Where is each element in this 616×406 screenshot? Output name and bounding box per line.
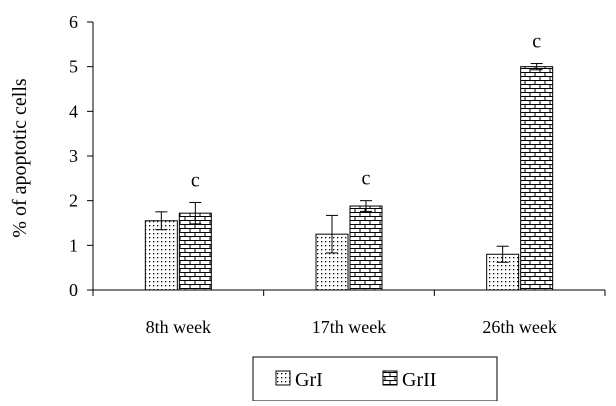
y-tick-label: 0 bbox=[69, 280, 78, 300]
y-axis-label: % of apoptotic cells bbox=[9, 78, 31, 238]
bar-grii bbox=[520, 66, 554, 291]
bar-grii bbox=[178, 212, 212, 291]
bars-group: c c c bbox=[144, 31, 554, 291]
bar-grii bbox=[349, 205, 383, 291]
significance-mark: c bbox=[362, 168, 371, 190]
category-labels: 8th week 17th week 26th week bbox=[146, 317, 557, 337]
bar-gri bbox=[144, 220, 178, 291]
legend-label-gri: GrI bbox=[295, 369, 323, 391]
category-label: 8th week bbox=[146, 317, 211, 337]
significance-mark: c bbox=[532, 31, 541, 53]
legend-label-grii: GrII bbox=[402, 369, 436, 391]
legend: GrI GrII bbox=[252, 356, 498, 402]
legend-swatch-gri bbox=[275, 370, 291, 386]
significance-mark: c bbox=[191, 169, 200, 191]
y-tick-label: 6 bbox=[69, 12, 78, 32]
y-tick-label: 1 bbox=[69, 235, 78, 255]
y-tick-label: 5 bbox=[69, 57, 78, 77]
legend-swatch-grii bbox=[382, 370, 398, 386]
x-axis bbox=[92, 289, 606, 296]
y-tick-label: 2 bbox=[69, 191, 78, 211]
y-tick-label: 3 bbox=[69, 146, 78, 166]
category-label: 26th week bbox=[482, 317, 556, 337]
legend-box bbox=[252, 356, 498, 402]
category-label: 17th week bbox=[312, 317, 386, 337]
y-axis: 0 1 2 3 4 5 6 bbox=[69, 12, 94, 300]
y-tick-label: 4 bbox=[69, 101, 78, 121]
